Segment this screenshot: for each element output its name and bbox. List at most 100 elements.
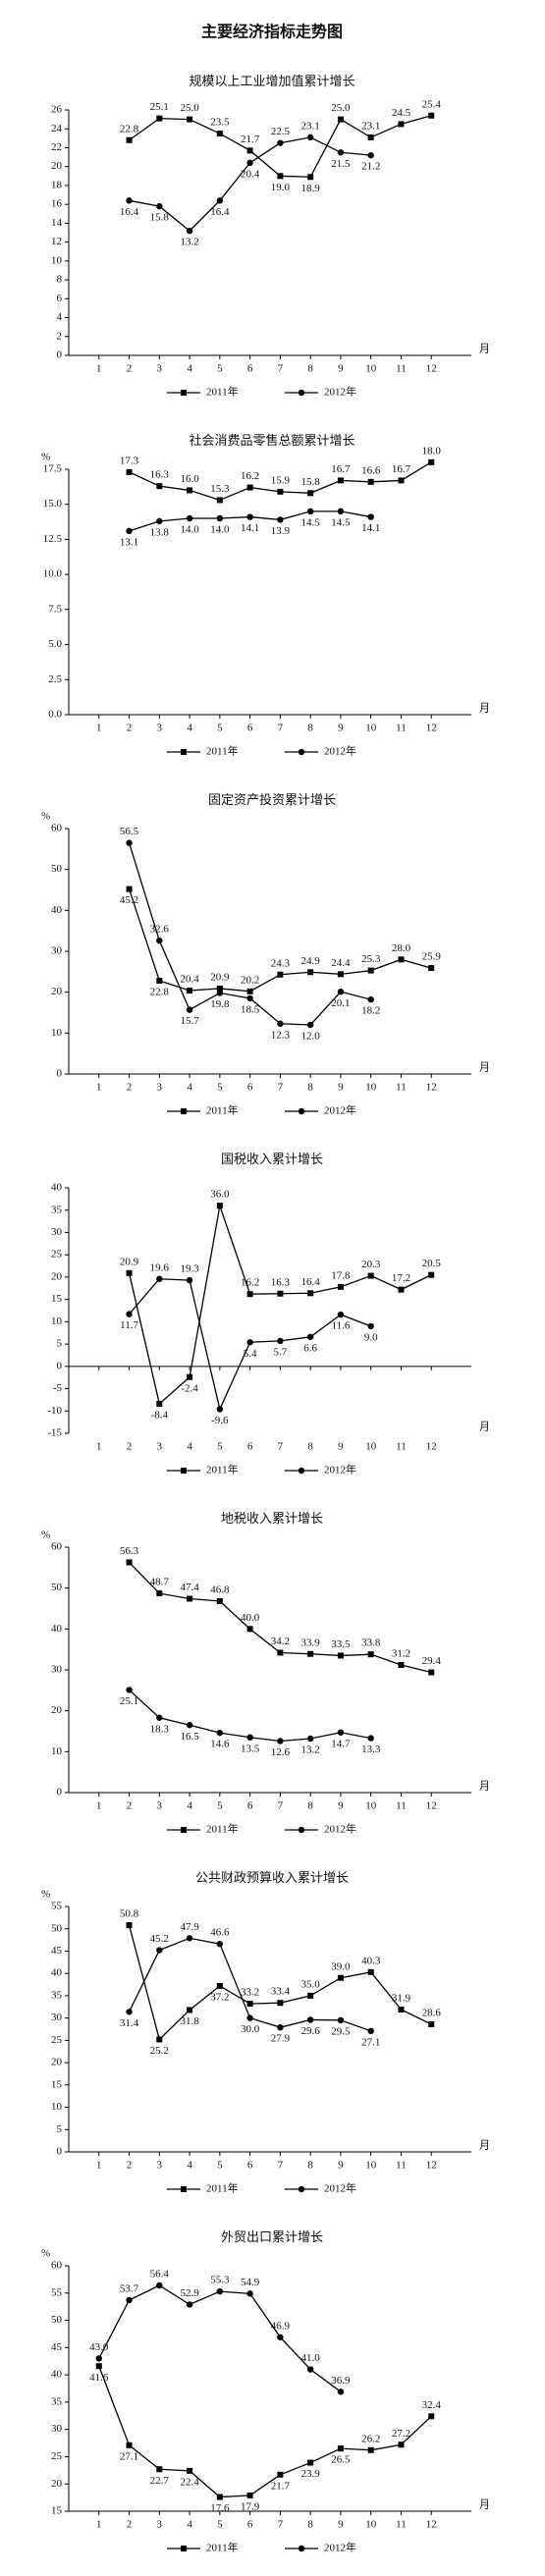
marker-square <box>126 2442 133 2448</box>
marker-square <box>181 749 187 755</box>
marker-circle <box>298 1107 305 1115</box>
marker-circle <box>216 514 224 522</box>
marker-square <box>187 2007 193 2013</box>
y-tick-label: 10 <box>51 2101 63 2113</box>
data-label: 21.5 <box>331 158 351 170</box>
y-tick-label: 20 <box>51 2478 63 2490</box>
x-tick-label: 8 <box>307 2160 313 2172</box>
data-label: 33.2 <box>241 1987 259 1999</box>
data-label: 46.6 <box>210 1927 230 1939</box>
data-label: 13.8 <box>150 526 170 538</box>
x-tick-label: 4 <box>187 363 192 375</box>
data-label: 55.3 <box>210 2275 230 2286</box>
chart-title: 规模以上工业增加值累计增长 <box>189 74 354 88</box>
marker-square <box>277 971 284 978</box>
x-tick-label: 4 <box>187 723 192 734</box>
marker-square <box>216 1598 223 1604</box>
data-label: 27.1 <box>361 2036 380 2048</box>
data-label: 16.5 <box>180 1731 199 1743</box>
data-label: 24.3 <box>271 957 291 969</box>
data-label: 20.4 <box>241 168 260 180</box>
marker-square <box>428 965 435 972</box>
marker-circle <box>95 2355 102 2362</box>
marker-square <box>216 1203 223 1209</box>
data-label: 20.3 <box>361 1259 381 1270</box>
marker-square <box>337 477 344 484</box>
data-label: 21.7 <box>271 2480 291 2492</box>
data-label: 15.3 <box>210 483 230 495</box>
x-tick-label: 12 <box>426 2160 437 2172</box>
y-tick-label: 10.0 <box>43 568 63 580</box>
marker-circle <box>337 1311 345 1318</box>
data-label: -9.6 <box>211 1415 229 1426</box>
legend-label: 2011年 <box>206 1103 239 1117</box>
marker-square <box>428 1669 435 1676</box>
data-label: 19.8 <box>210 998 230 1010</box>
marker-circle <box>126 1311 133 1317</box>
marker-circle <box>298 389 305 397</box>
y-tick-label: 15.0 <box>43 498 63 510</box>
marker-square <box>156 2036 163 2043</box>
marker-square <box>398 2007 405 2012</box>
x-tick-label: 12 <box>426 1082 437 1094</box>
series-line <box>129 115 432 178</box>
data-label: 27.2 <box>392 2428 410 2440</box>
marker-circle <box>306 134 314 141</box>
marker-circle <box>337 989 345 995</box>
x-tick-label: 7 <box>278 1441 284 1453</box>
marker-square <box>307 1992 314 1999</box>
data-label: 25.4 <box>422 98 442 110</box>
data-label: 24.9 <box>301 955 321 967</box>
chart-title: 地税收入累计增长 <box>221 1511 323 1526</box>
data-label: 31.4 <box>120 2017 139 2029</box>
data-label: 25.0 <box>331 102 351 114</box>
data-label: 27.9 <box>271 2033 291 2045</box>
y-tick-label: 50 <box>51 2314 63 2326</box>
y-tick-label: 30 <box>51 945 63 957</box>
y-tick-label: 20 <box>51 1704 63 1716</box>
data-label: 41.6 <box>89 2372 109 2384</box>
y-tick-label: 10 <box>51 1315 63 1327</box>
x-tick-label: 5 <box>217 1082 223 1094</box>
y-tick-label: 12.5 <box>43 533 63 545</box>
x-tick-label: 8 <box>307 1800 313 1812</box>
marker-circle <box>367 151 374 159</box>
x-tick-label: 2 <box>127 2160 133 2172</box>
data-label: 16.4 <box>210 206 230 218</box>
data-label: 14.0 <box>180 524 199 536</box>
legend-label: 2011年 <box>206 2181 239 2195</box>
data-label: 14.1 <box>241 522 259 534</box>
legend-label: 2012年 <box>324 385 356 399</box>
marker-circle <box>298 748 305 756</box>
x-tick-label: 5 <box>217 363 223 375</box>
marker-circle <box>277 516 284 523</box>
marker-circle <box>277 1020 284 1027</box>
data-label: 25.2 <box>150 2045 169 2057</box>
y-tick-label: 40 <box>51 2369 63 2381</box>
marker-square <box>181 2186 187 2192</box>
marker-circle <box>126 197 133 204</box>
data-label: 31.2 <box>392 1648 410 1660</box>
y-tick-label: 2 <box>57 330 63 342</box>
marker-circle <box>367 513 374 520</box>
y-tick-label: 26 <box>51 104 63 116</box>
x-axis-label: 月 <box>479 703 490 715</box>
data-label: 19.0 <box>271 182 291 193</box>
marker-square <box>216 1982 223 1989</box>
marker-square <box>337 2445 344 2452</box>
x-tick-label: 1 <box>96 1441 102 1453</box>
series-line <box>129 1561 432 1674</box>
data-label: 36.9 <box>331 2375 351 2387</box>
data-label: 26.2 <box>361 2433 380 2444</box>
y-tick-label: 7.5 <box>48 603 62 615</box>
marker-square <box>187 988 193 993</box>
x-tick-label: 12 <box>426 363 437 375</box>
x-tick-label: 1 <box>96 363 102 375</box>
x-tick-label: 6 <box>247 1082 253 1094</box>
x-tick-label: 10 <box>365 363 377 375</box>
marker-square <box>428 2413 435 2420</box>
data-label: 14.0 <box>210 524 230 536</box>
y-tick-label: 55 <box>51 2286 63 2298</box>
y-tick-label: 10 <box>51 1027 63 1039</box>
data-label: 17.8 <box>331 1269 351 1281</box>
